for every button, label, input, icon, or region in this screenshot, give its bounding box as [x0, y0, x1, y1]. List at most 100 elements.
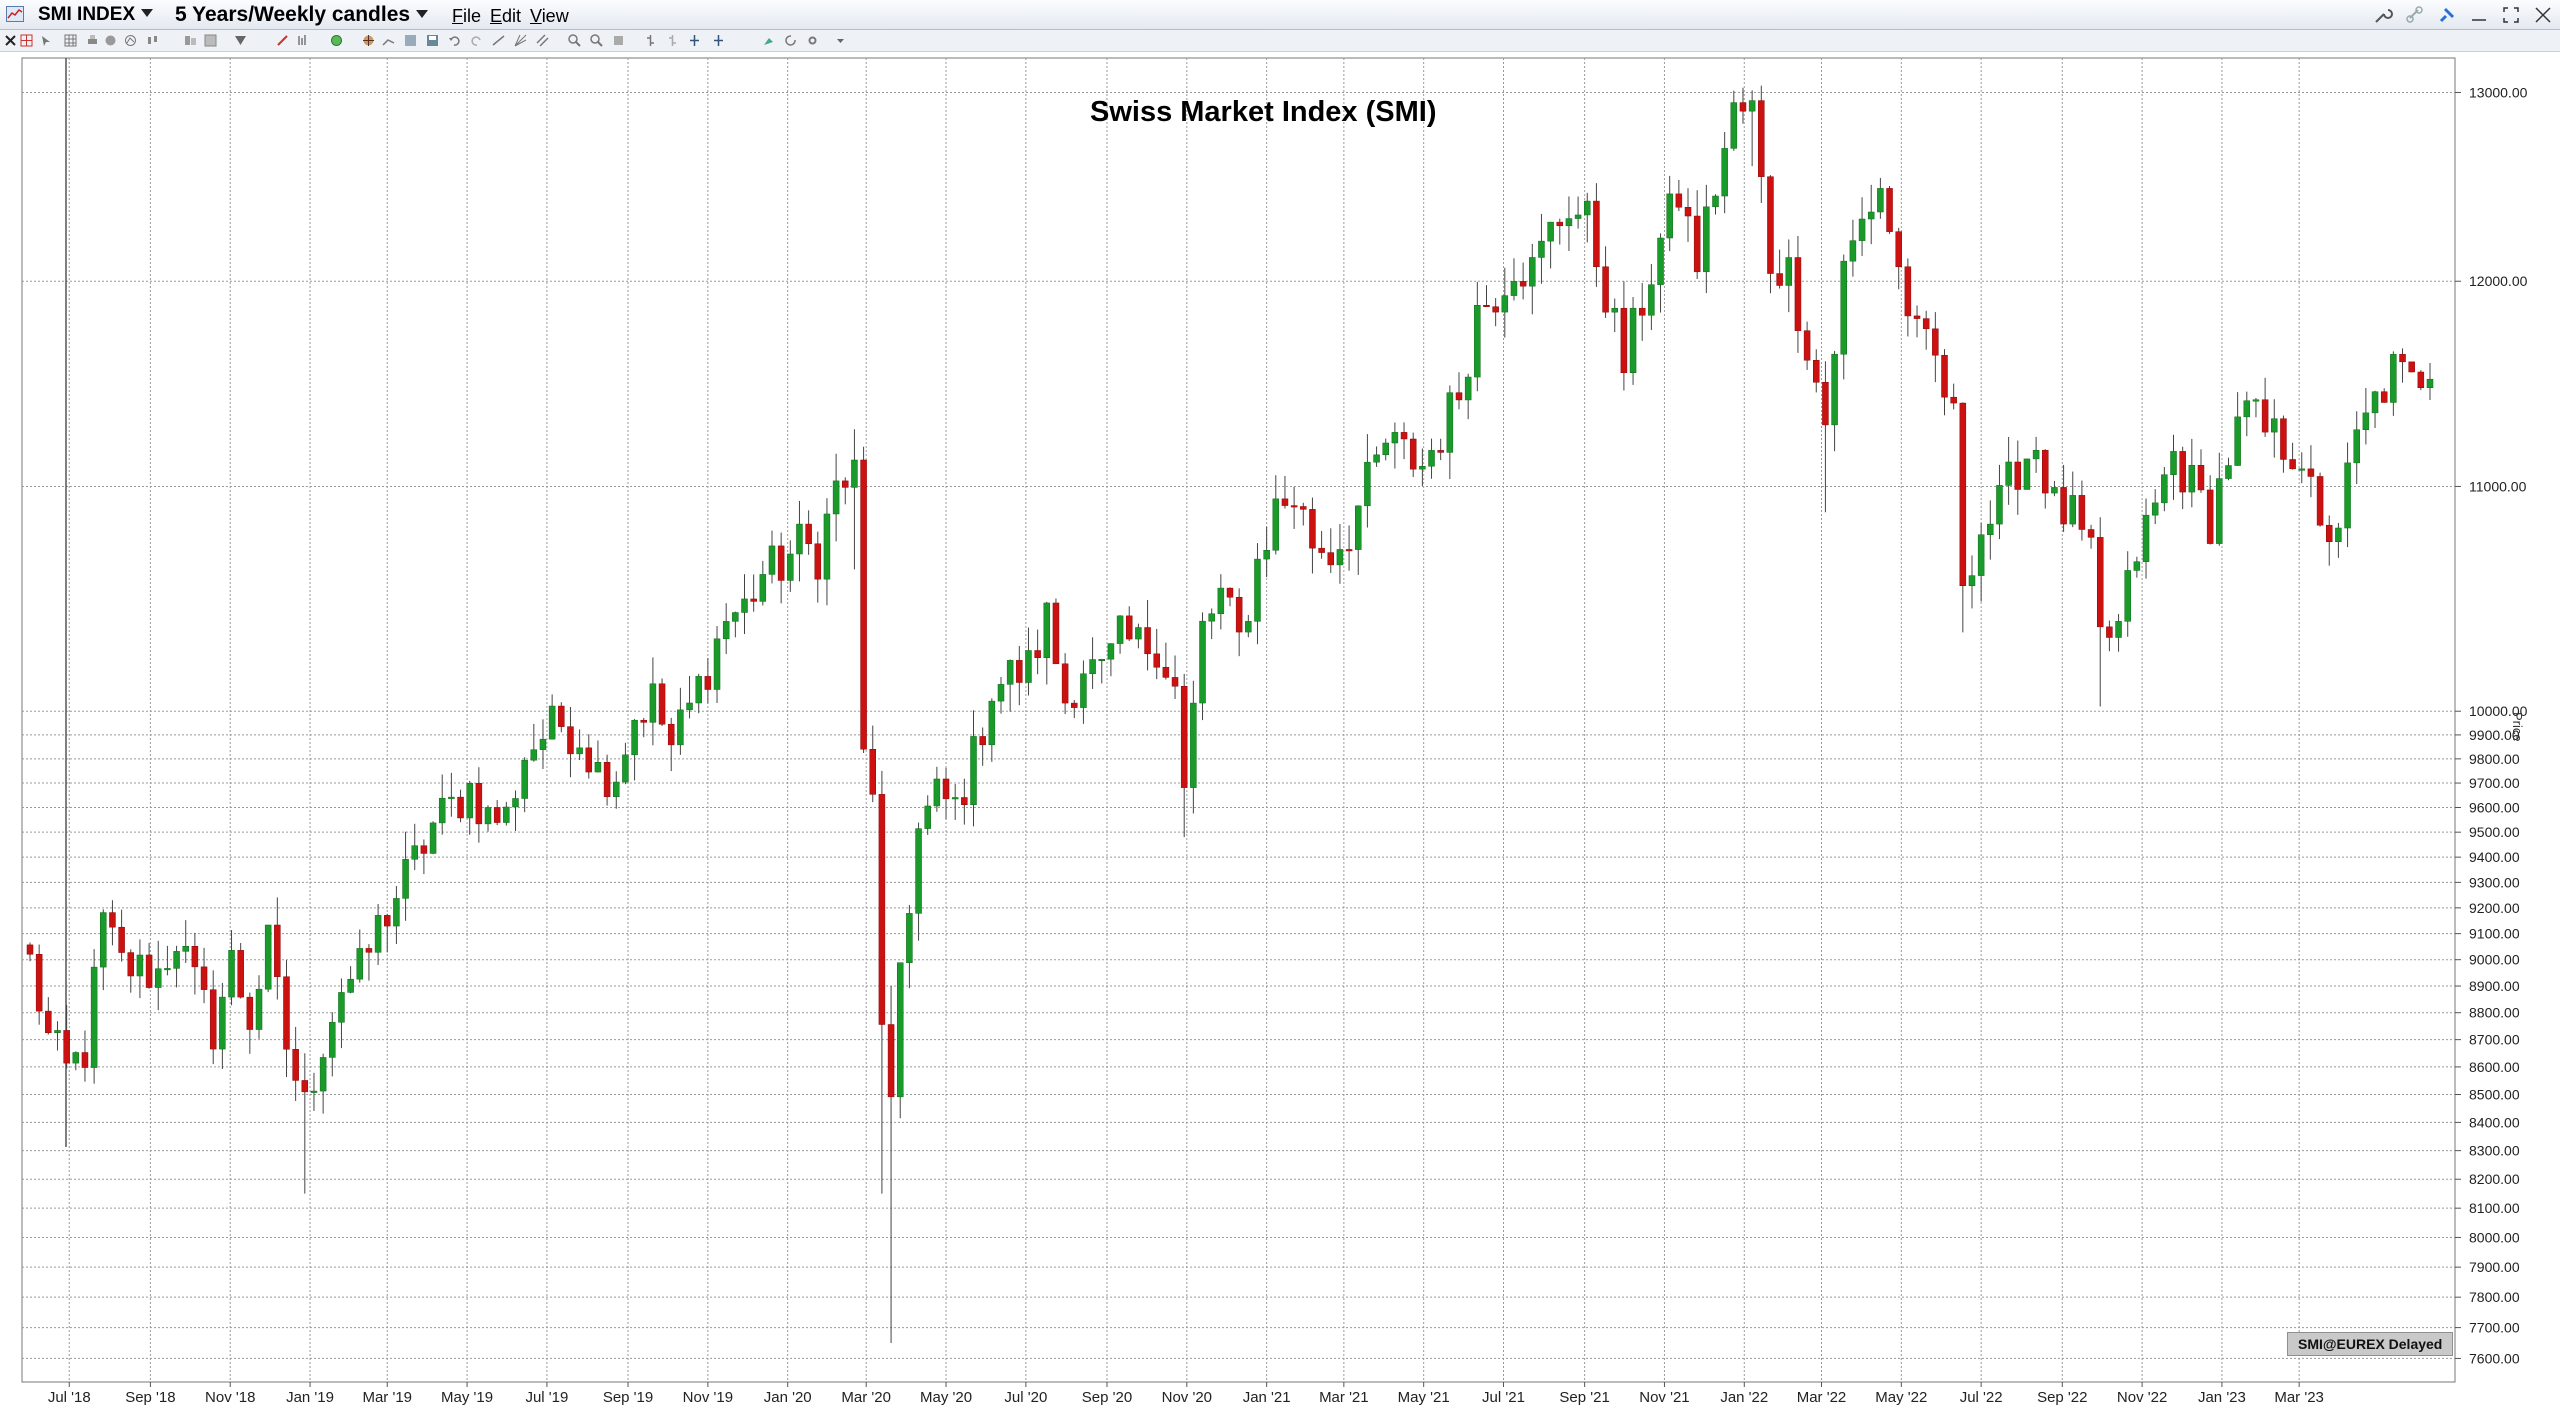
x-tick-label: Jul '21 [1482, 1389, 1525, 1406]
candle-up [823, 513, 831, 580]
close-icon[interactable] [4, 34, 17, 47]
scroll-start-icon[interactable] [712, 34, 725, 47]
chevron-down-icon[interactable] [834, 34, 847, 47]
window-icon[interactable] [204, 34, 217, 47]
zoom-in-icon[interactable] [568, 34, 581, 47]
symbol-dropdown[interactable]: SMI INDEX [38, 4, 154, 26]
candle-up [1849, 240, 1857, 262]
scroll-end-icon[interactable] [688, 34, 701, 47]
candle-up [2032, 450, 2040, 460]
candles-icon[interactable] [146, 34, 159, 47]
x-tick-label: Nov '21 [1639, 1389, 1689, 1406]
candle-up [1263, 550, 1270, 560]
candle-up [2188, 464, 2196, 493]
print-icon[interactable] [86, 34, 99, 47]
candle-down [1913, 315, 1921, 319]
price-chart[interactable]: 7600.00 7700.00 7800.00 7900.00 8000.00 8100.… [0, 52, 2560, 1408]
candle-down [2307, 468, 2315, 477]
close-icon[interactable] [2532, 4, 2554, 26]
candle-up [338, 992, 345, 1023]
candle-up [1190, 702, 1197, 788]
candle-up [1547, 221, 1554, 242]
candle-up [1373, 454, 1380, 463]
candle-up [1089, 659, 1096, 674]
line-tool-icon[interactable] [382, 34, 395, 47]
candle-up [2243, 400, 2251, 418]
circle-icon[interactable] [104, 34, 117, 47]
channel-icon[interactable] [536, 34, 549, 47]
target-icon[interactable] [362, 34, 375, 47]
candle-up [1565, 218, 1573, 227]
bar-right-icon[interactable] [666, 34, 679, 47]
candle-up [2225, 465, 2232, 479]
paint-icon[interactable] [762, 34, 775, 47]
y-tick-label: 8200.00 [2469, 1171, 2520, 1187]
crosshair-icon[interactable] [20, 34, 33, 47]
candle-up [411, 845, 418, 860]
minimize-icon[interactable] [2468, 4, 2490, 26]
compare-icon[interactable] [184, 34, 197, 47]
candle-down [860, 459, 867, 750]
settings-icon[interactable] [806, 34, 819, 47]
candle-up [1867, 211, 1875, 220]
fit-icon[interactable] [612, 34, 625, 47]
candle-down [1620, 307, 1628, 373]
candle-up [2170, 451, 2177, 475]
y-tick-label: 10000.00 [2469, 703, 2528, 719]
period-label: 5 Years/Weekly candles [175, 3, 411, 26]
candle-up [796, 523, 803, 555]
candle-down [750, 598, 757, 602]
bars-icon[interactable] [296, 34, 309, 47]
wrench-icon[interactable] [2372, 4, 2394, 26]
menu-view[interactable]: View [530, 6, 569, 26]
chart-area[interactable]: 7600.00 7700.00 7800.00 7900.00 8000.00 8100.… [0, 52, 2560, 1408]
x-tick-label: Mar '19 [362, 1389, 412, 1406]
candle-down [1638, 307, 1646, 316]
menu-edit[interactable]: Edit [490, 6, 522, 26]
pencil-icon[interactable] [276, 34, 289, 47]
undo-icon[interactable] [448, 34, 461, 47]
candle-up [310, 1090, 318, 1093]
menu-file[interactable]: File [452, 6, 482, 26]
candle-up [503, 806, 510, 823]
candle-down [283, 976, 290, 1050]
x-tick-label: Sep '22 [2037, 1389, 2087, 1406]
candle-down [1162, 667, 1170, 678]
candle-down [1556, 221, 1564, 227]
fan-icon[interactable] [514, 34, 527, 47]
trend-icon[interactable] [492, 34, 505, 47]
table-icon[interactable] [404, 34, 417, 47]
pointer-icon[interactable] [40, 34, 53, 47]
period-dropdown[interactable]: 5 Years/Weekly candles [175, 3, 429, 27]
y-tick-label: 9800.00 [2469, 751, 2520, 767]
grid-icon[interactable] [64, 34, 77, 47]
globe-icon[interactable] [330, 34, 343, 47]
maximize-icon[interactable] [2500, 4, 2522, 26]
candle-down [1822, 382, 1829, 426]
filter-icon[interactable] [234, 34, 247, 47]
redo-icon[interactable] [470, 34, 483, 47]
indicator-icon[interactable] [124, 34, 137, 47]
candle-down [1483, 305, 1490, 308]
zoom-out-icon[interactable] [590, 34, 603, 47]
x-tick-label: Mar '20 [841, 1389, 891, 1406]
candle-up [1712, 195, 1719, 208]
y-tick-label: 8300.00 [2469, 1143, 2520, 1159]
y-tick-label: 8000.00 [2469, 1229, 2520, 1245]
candle-down [209, 989, 217, 1050]
candle-up [997, 684, 1005, 702]
candle-down [2316, 476, 2324, 526]
candle-up [521, 759, 528, 799]
save-icon[interactable] [426, 34, 439, 47]
refresh-icon[interactable] [784, 34, 797, 47]
candle-up [1840, 260, 1847, 355]
link-icon[interactable] [2404, 4, 2426, 26]
pin-icon[interactable] [2436, 4, 2458, 26]
y-tick-label: 8900.00 [2469, 978, 2520, 994]
bar-left-icon[interactable] [644, 34, 657, 47]
candle-up [759, 574, 767, 602]
candle-down [493, 807, 501, 823]
y-tick-label: 9600.00 [2469, 799, 2520, 815]
chart-toolbar [0, 30, 2560, 52]
candle-up [512, 798, 519, 808]
